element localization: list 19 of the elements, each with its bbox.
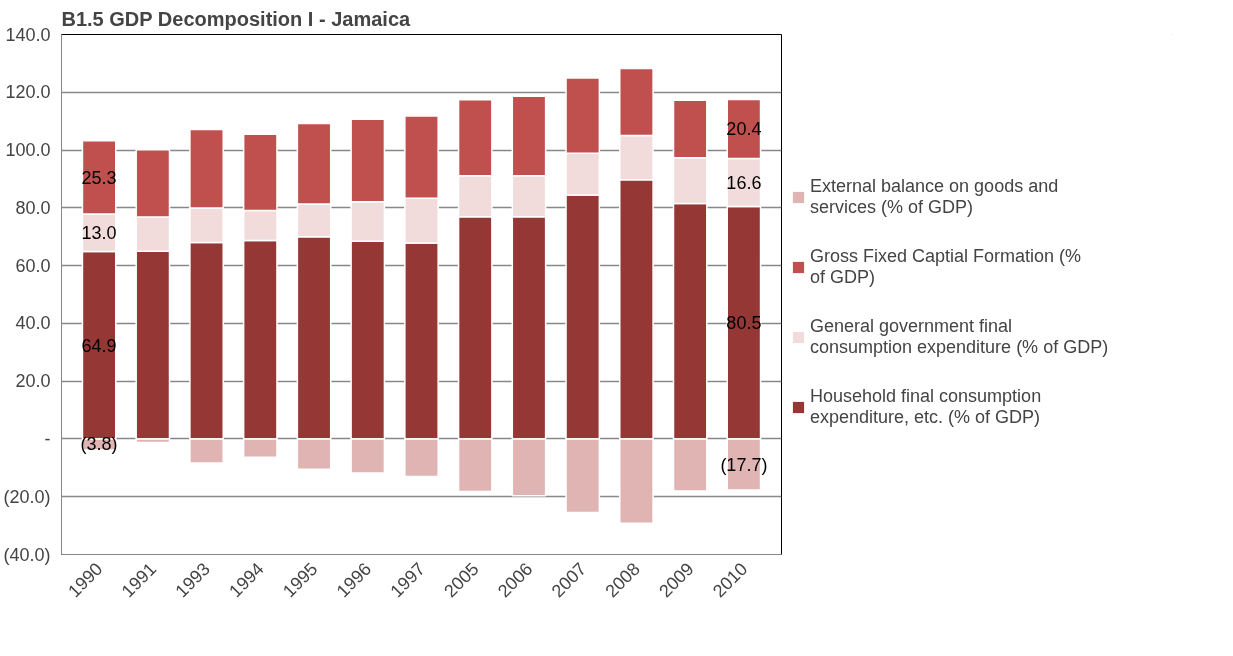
data-label: 13.0 [81, 223, 117, 244]
data-label: (17.7) [720, 454, 768, 475]
y-tick-label: 40.0 [15, 313, 51, 334]
legend-label: External balance on goods and services (% of GDP) [810, 176, 1059, 218]
y-tick-label: 100.0 [5, 140, 51, 161]
y-tick-label: - [44, 428, 51, 449]
data-label: 16.6 [726, 172, 762, 193]
y-tick-label: 140.0 [5, 24, 51, 45]
data-label: (3.8) [80, 434, 118, 455]
y-tick-label: 60.0 [15, 255, 51, 276]
y-tick-label: (40.0) [3, 544, 51, 565]
legend-label: Household final consumption expenditure, etc. (% of GDP) [810, 386, 1042, 428]
y-tick-label: 120.0 [5, 82, 51, 103]
chart-title: B1.5 GDP Decomposition I - Jamaica [61, 7, 412, 30]
legend-label: General government final consumption expenditure (% of GDP) [810, 316, 1109, 358]
legend-label: Gross Fixed Captial Formation (% of GDP) [810, 246, 1082, 288]
y-tick-label: 20.0 [15, 371, 51, 392]
y-tick-label: (20.0) [3, 486, 51, 507]
y-tick-label: 80.0 [15, 197, 51, 218]
